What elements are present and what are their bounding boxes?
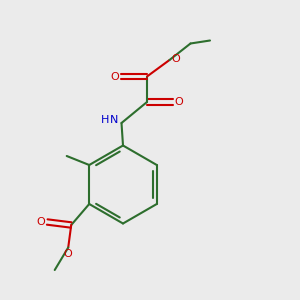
Text: O: O	[175, 97, 184, 107]
Text: N: N	[110, 115, 118, 125]
Text: O: O	[36, 217, 45, 227]
Text: H: H	[101, 115, 109, 125]
Text: O: O	[172, 53, 181, 64]
Text: O: O	[64, 249, 73, 259]
Text: O: O	[110, 71, 119, 82]
